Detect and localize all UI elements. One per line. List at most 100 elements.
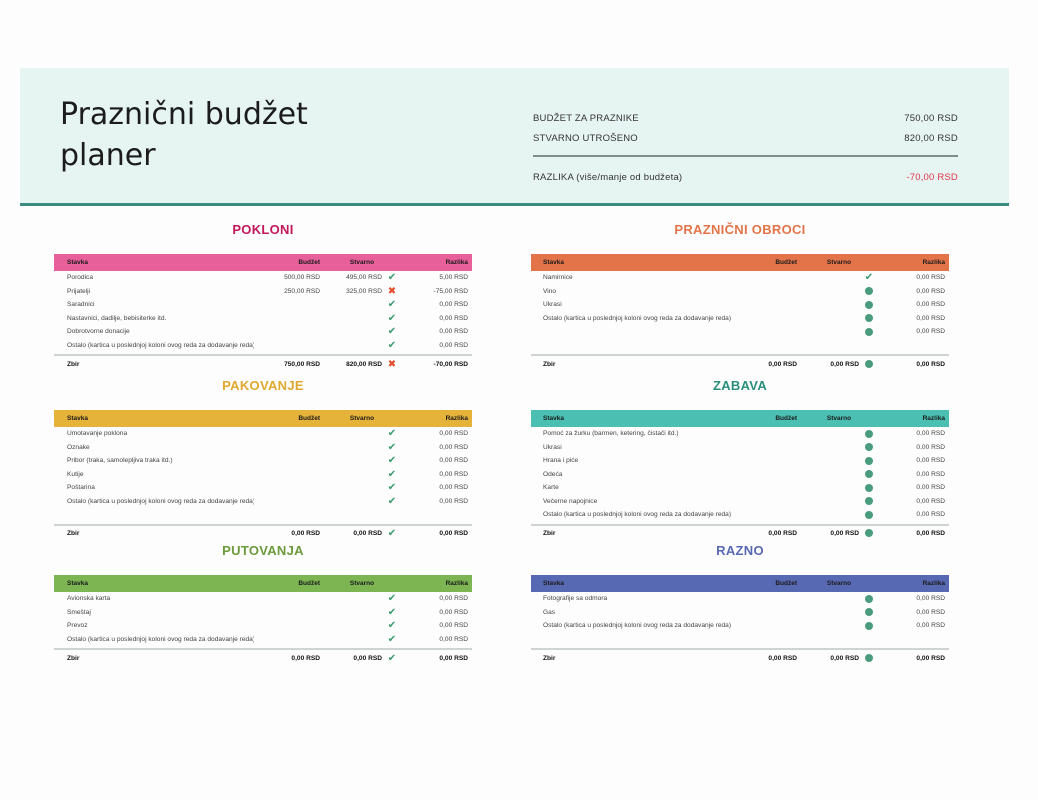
status-dot-icon xyxy=(865,621,873,630)
total-divider xyxy=(54,523,472,526)
diff-cell: 0,00 RSD xyxy=(439,497,468,505)
column-header-budget[interactable]: Budžet xyxy=(775,415,797,422)
column-header-item[interactable]: Stavka xyxy=(543,415,564,422)
section-putovanja: PUTOVANJA Stavka Budžet Stvarno Razlika Avion… xyxy=(54,543,472,666)
section-title: PRAZNIČNI OBROCI xyxy=(674,222,806,237)
column-header-budget[interactable]: Budžet xyxy=(775,259,797,266)
item-name-cell[interactable]: Ostalo (kartica u poslednjoj koloni ovog… xyxy=(543,622,731,630)
column-header-actual[interactable]: Stvarno xyxy=(826,580,852,587)
column-header-diff[interactable]: Razlika xyxy=(922,580,945,587)
column-header-diff[interactable]: Razlika xyxy=(445,259,468,266)
item-name-cell[interactable]: Pribor (traka, samolepljiva traka itd.) xyxy=(67,457,173,465)
table-header: Stavka Budžet Stvarno Razlika xyxy=(54,254,472,271)
item-name-cell[interactable]: Avionska karta xyxy=(67,595,111,603)
item-name-cell[interactable]: Namirnice xyxy=(543,274,573,282)
table-header: Stavka Budžet Stvarno Razlika xyxy=(531,575,949,592)
column-header-actual[interactable]: Stvarno xyxy=(349,580,375,587)
section-title: ZABAVA xyxy=(712,378,768,393)
diff-cell: 0,00 RSD xyxy=(439,608,468,616)
item-name-cell[interactable]: Hrana i piće xyxy=(543,457,579,465)
table-row: Večerne napojnice 0,00 RSD xyxy=(531,495,949,509)
item-name-cell[interactable]: Ostalo (kartica u poslednjoj koloni ovog… xyxy=(67,635,254,643)
item-name-cell[interactable]: Oznake xyxy=(67,443,90,451)
check-icon: ✔ xyxy=(864,272,874,284)
total-actual: 0,00 RSD xyxy=(830,654,859,662)
total-diff: 0,00 RSD xyxy=(916,654,945,662)
column-header-item[interactable]: Stavka xyxy=(67,259,88,266)
column-header-actual[interactable]: Stvarno xyxy=(826,415,852,422)
column-header-item[interactable]: Stavka xyxy=(543,259,564,266)
diff-cell: 0,00 RSD xyxy=(439,314,468,322)
budget-cell[interactable]: 500,00 RSD xyxy=(284,274,320,282)
item-name-cell[interactable]: Ostalo (kartica u poslednjoj koloni ovog… xyxy=(67,497,254,505)
item-name-cell[interactable]: Poštarina xyxy=(67,484,95,492)
table-row: Hrana i piće 0,00 RSD xyxy=(531,454,949,468)
column-header-diff[interactable]: Razlika xyxy=(922,259,945,266)
column-header-item[interactable]: Stavka xyxy=(67,415,88,422)
check-icon: ✔ xyxy=(387,312,397,324)
item-name-cell[interactable]: Ukrasi xyxy=(543,443,562,451)
item-name-cell[interactable]: Prijatelji xyxy=(67,287,91,295)
actual-cell[interactable]: 495,00 RSD xyxy=(346,274,382,282)
status-indicator xyxy=(861,286,877,297)
table-row: Smeštaj ✔ 0,00 RSD xyxy=(54,606,472,620)
total-budget: 0,00 RSD xyxy=(291,654,320,662)
column-header-diff[interactable]: Razlika xyxy=(922,415,945,422)
item-name-cell[interactable]: Prevoz xyxy=(67,622,88,630)
table-row: Dobrotvorne donacije ✔ 0,00 RSD xyxy=(54,325,472,339)
item-name-cell[interactable]: Saradnici xyxy=(67,301,95,309)
table-row: Ostalo (kartica u poslednjoj koloni ovog… xyxy=(54,495,472,509)
column-header-item[interactable]: Stavka xyxy=(543,580,564,587)
total-label: Zbir xyxy=(543,530,556,537)
item-name-cell[interactable]: Fotografije sa odmora xyxy=(543,595,608,603)
total-budget: 0,00 RSD xyxy=(768,654,797,662)
item-name-cell[interactable]: Ukrasi xyxy=(543,301,562,309)
item-name-cell[interactable]: Smeštaj xyxy=(67,608,91,616)
status-dot-icon xyxy=(865,314,873,323)
summary-budget-value[interactable]: 750,00 RSD xyxy=(904,112,958,124)
diff-cell: 0,00 RSD xyxy=(916,287,945,295)
check-icon: ✔ xyxy=(387,495,397,507)
total-diff: 0,00 RSD xyxy=(439,654,468,662)
column-header-actual[interactable]: Stvarno xyxy=(349,259,375,266)
status-indicator: ✔ xyxy=(384,313,400,324)
item-name-cell[interactable]: Ostalo (kartica u poslednjoj koloni ovog… xyxy=(543,511,731,519)
cross-icon: ✖ xyxy=(387,285,397,297)
total-row: Zbir 0,00 RSD 0,00 RSD ✔ 0,00 RSD xyxy=(54,650,472,666)
item-name-cell[interactable]: Večerne napojnice xyxy=(543,497,598,505)
item-name-cell[interactable]: Vino xyxy=(543,287,557,295)
column-header-diff[interactable]: Razlika xyxy=(445,580,468,587)
section-razno: RAZNO Stavka Budžet Stvarno Razlika Fotografi… xyxy=(531,543,949,666)
column-header-budget[interactable]: Budžet xyxy=(298,415,320,422)
status-dot-icon xyxy=(865,483,873,492)
total-diff: 0,00 RSD xyxy=(916,360,945,368)
item-name-cell[interactable]: Nastavnici, dadilje, bebisiterke itd. xyxy=(67,314,167,322)
column-header-budget[interactable]: Budžet xyxy=(775,580,797,587)
column-header-budget[interactable]: Budžet xyxy=(298,259,320,266)
item-name-cell[interactable]: Dobrotvorne donacije xyxy=(67,328,130,336)
column-header-diff[interactable]: Razlika xyxy=(445,415,468,422)
column-header-actual[interactable]: Stvarno xyxy=(826,259,852,266)
budget-cell[interactable]: 250,00 RSD xyxy=(284,287,320,295)
actual-cell[interactable]: 325,00 RSD xyxy=(346,287,382,295)
column-header-budget[interactable]: Budžet xyxy=(298,580,320,587)
column-header-actual[interactable]: Stvarno xyxy=(349,415,375,422)
total-budget: 750,00 RSD xyxy=(284,360,320,368)
item-name-cell[interactable]: Ostalo (kartica u poslednjoj koloni ovog… xyxy=(67,341,254,349)
empty-row xyxy=(531,339,949,353)
total-label: Zbir xyxy=(67,360,80,368)
item-name-cell[interactable]: Porodica xyxy=(67,274,94,282)
budget-table: Stavka Budžet Stvarno Razlika Namirnice ✔ 0,00… xyxy=(531,254,949,372)
item-name-cell[interactable]: Gas xyxy=(543,608,556,616)
item-name-cell[interactable]: Odeća xyxy=(543,470,563,478)
item-name-cell[interactable]: Kutije xyxy=(67,470,84,478)
diff-cell: 0,00 RSD xyxy=(916,608,945,616)
diff-cell: 0,00 RSD xyxy=(916,484,945,492)
column-header-item[interactable]: Stavka xyxy=(67,580,88,587)
status-dot-icon xyxy=(865,456,873,465)
item-name-cell[interactable]: Pomoć za žurku (barmen, ketering, čistač… xyxy=(543,430,679,438)
item-name-cell[interactable]: Umotavanje poklona xyxy=(67,430,128,438)
item-name-cell[interactable]: Ostalo (kartica u poslednjoj koloni ovog… xyxy=(543,314,731,322)
status-indicator: ✔ xyxy=(384,469,400,480)
item-name-cell[interactable]: Karte xyxy=(543,484,559,492)
